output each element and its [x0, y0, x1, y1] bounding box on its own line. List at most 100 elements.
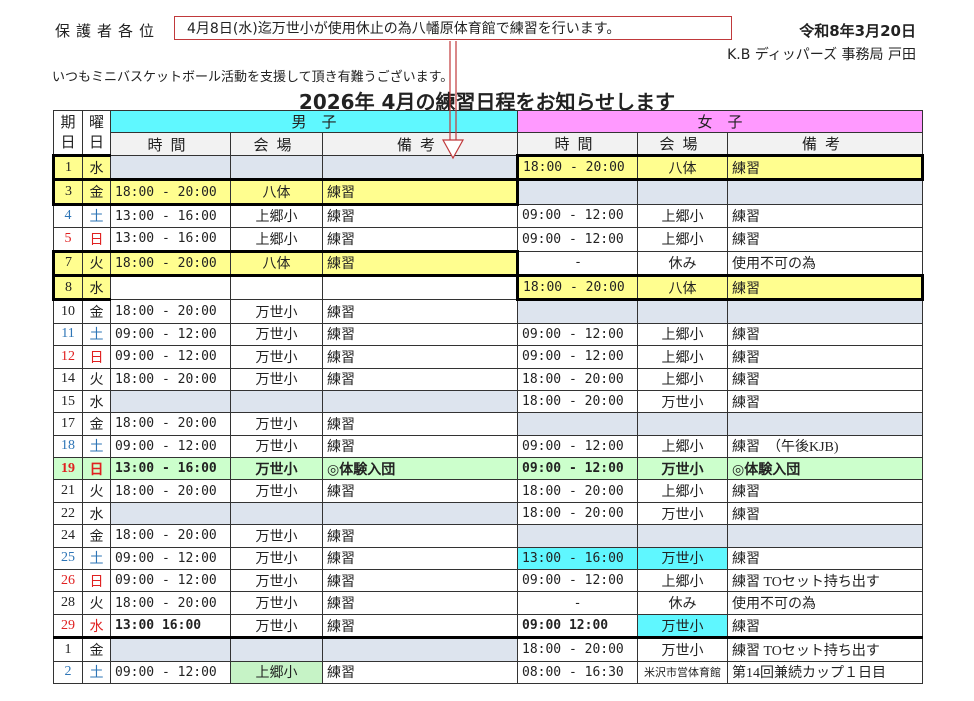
- girls-time: 09:00 - 12:00: [517, 203, 638, 229]
- boys-note: 練習: [322, 345, 518, 369]
- girls-venue: 万世小: [637, 613, 728, 640]
- girls-venue: [637, 299, 728, 324]
- day-cell: 1: [52, 153, 83, 182]
- boys-time: 13:00 - 16:00: [110, 203, 231, 229]
- day-cell: 14: [53, 367, 83, 391]
- boys-note: 練習: [322, 299, 518, 324]
- header-girls-note: 備考: [727, 132, 923, 156]
- schedule-row: 14 火 18:00 - 20:00 万世小 練習 18:00 - 20:00 上郷小 練習: [53, 367, 923, 391]
- day-cell: 26: [53, 569, 83, 593]
- girls-venue: [637, 179, 728, 205]
- header-girls: 女 子: [517, 110, 923, 133]
- schedule-row: 7 火 18:00 - 20:00 八体 練習 - 休み 使用不可の為: [52, 249, 923, 277]
- girls-time: 09:00 - 12:00: [517, 345, 638, 369]
- day-cell: 17: [53, 412, 83, 436]
- girls-venue: 八体: [637, 153, 728, 182]
- weekday-cell: 水: [82, 501, 111, 526]
- girls-note: 練習 TOセット持ち出す: [727, 569, 923, 593]
- girls-time: 18:00 - 20:00: [517, 637, 638, 662]
- boys-venue: 八体: [230, 249, 323, 277]
- girls-venue: 休み: [637, 591, 728, 615]
- girls-note: 練習: [727, 345, 923, 369]
- girls-venue: 休み: [637, 250, 728, 276]
- weekday-cell: 火: [82, 591, 111, 615]
- boys-note: 練習: [322, 322, 518, 347]
- weekday-cell: 金: [82, 178, 111, 206]
- schedule-row: 29 水 13:00 16:00 万世小 練習 09:00 12:00 万世小 練習: [53, 613, 923, 640]
- weekday-cell: 火: [82, 249, 111, 277]
- girls-venue: 上郷小: [637, 322, 728, 347]
- girls-time: 13:00 - 16:00: [517, 546, 638, 571]
- greeting: いつもミニバスケットボール活動を支援して頂き有難うございます。: [52, 70, 454, 85]
- girls-time: 09:00 - 12:00: [517, 227, 638, 252]
- header-girls-venue: 会場: [637, 132, 728, 156]
- day-cell: 15: [53, 389, 83, 414]
- boys-time: 09:00 - 12:00: [110, 546, 231, 571]
- boys-note: 練習: [322, 203, 518, 229]
- weekday-cell: 金: [82, 637, 111, 662]
- day-cell: 18: [53, 434, 83, 459]
- girls-time: [517, 179, 638, 205]
- header-girls-time: 時間: [517, 132, 638, 156]
- girls-venue: 万世小: [637, 501, 728, 526]
- girls-venue: 上郷小: [637, 203, 728, 229]
- boys-time: [110, 274, 231, 301]
- weekday-cell: 土: [82, 546, 111, 571]
- boys-venue: 万世小: [230, 546, 323, 571]
- girls-time: 18:00 - 20:00: [517, 479, 638, 503]
- schedule-row: 1 金 18:00 - 20:00 万世小 練習 TOセット持ち出す: [53, 637, 923, 662]
- weekday-cell: 水: [82, 389, 111, 414]
- boys-time: 18:00 - 20:00: [110, 367, 231, 391]
- schedule-row: 24 金 18:00 - 20:00 万世小 練習: [53, 524, 923, 548]
- boys-note: 練習: [322, 546, 518, 571]
- boys-time: 18:00 - 20:00: [110, 479, 231, 503]
- boys-note: 練習: [322, 412, 518, 436]
- day-cell: 8: [52, 273, 83, 302]
- girls-note: 練習: [727, 203, 923, 229]
- girls-venue: 八体: [637, 273, 728, 302]
- day-cell: 2: [53, 660, 83, 684]
- schedule-row: 28 火 18:00 - 20:00 万世小 練習 - 休み 使用不可の為: [53, 591, 923, 615]
- schedule-row: 25 土 09:00 - 12:00 万世小 練習 13:00 - 16:00 万世小 練習: [53, 546, 923, 571]
- girls-note: ◎体験入団: [727, 457, 923, 481]
- girls-time: 18:00 - 20:00: [516, 153, 638, 182]
- schedule-row: 3 金 18:00 - 20:00 八体 練習: [52, 178, 923, 206]
- girls-time: 18:00 - 20:00: [517, 501, 638, 526]
- weekday-cell: 火: [82, 479, 111, 503]
- day-cell: 5: [53, 227, 83, 252]
- boys-note: 練習: [322, 227, 518, 252]
- boys-time: 18:00 - 20:00: [110, 412, 231, 436]
- boys-venue: [230, 501, 323, 526]
- girls-venue: 上郷小: [637, 569, 728, 593]
- boys-time: 18:00 - 20:00: [110, 524, 231, 548]
- boys-note: 練習: [322, 479, 518, 503]
- schedule-row: 19 日 13:00 - 16:00 万世小 ◎体験入団 09:00 - 12:00 万世…: [53, 457, 923, 481]
- schedule-body: 1 水 18:00 - 20:00 八体 練習 3 金 18:00 - 20:00 八体 練習 4 土…: [52, 153, 924, 684]
- girls-note: 練習: [727, 367, 923, 391]
- weekday-cell: 日: [82, 457, 111, 481]
- boys-venue: [230, 274, 323, 301]
- header-day: 期日: [53, 110, 83, 156]
- schedule-row: 11 土 09:00 - 12:00 万世小 練習 09:00 - 12:00 上郷小 練習: [53, 322, 923, 347]
- schedule-row: 17 金 18:00 - 20:00 万世小 練習: [53, 412, 923, 436]
- notice-callout: 4月8日(水)迄万世小が使用休止の為八幡原体育館で練習を行います。: [174, 16, 732, 40]
- boys-time: 09:00 - 12:00: [110, 569, 231, 593]
- boys-time: 09:00 - 12:00: [110, 345, 231, 369]
- girls-venue: 万世小: [637, 637, 728, 662]
- header-boys-note: 備考: [322, 132, 518, 156]
- weekday-cell: 水: [82, 153, 111, 182]
- girls-time: -: [517, 591, 638, 615]
- boys-venue: 万世小: [230, 412, 323, 436]
- day-cell: 12: [53, 345, 83, 369]
- girls-venue: 上郷小: [637, 479, 728, 503]
- boys-time: 09:00 - 12:00: [110, 322, 231, 347]
- boys-note: 練習: [322, 178, 519, 206]
- day-cell: 11: [53, 322, 83, 347]
- girls-note: [727, 179, 923, 205]
- boys-note: [322, 274, 518, 301]
- weekday-cell: 金: [82, 412, 111, 436]
- boys-note: [322, 389, 518, 414]
- boys-note: 練習: [322, 434, 518, 459]
- day-cell: 10: [53, 299, 83, 324]
- day-cell: 7: [52, 249, 83, 277]
